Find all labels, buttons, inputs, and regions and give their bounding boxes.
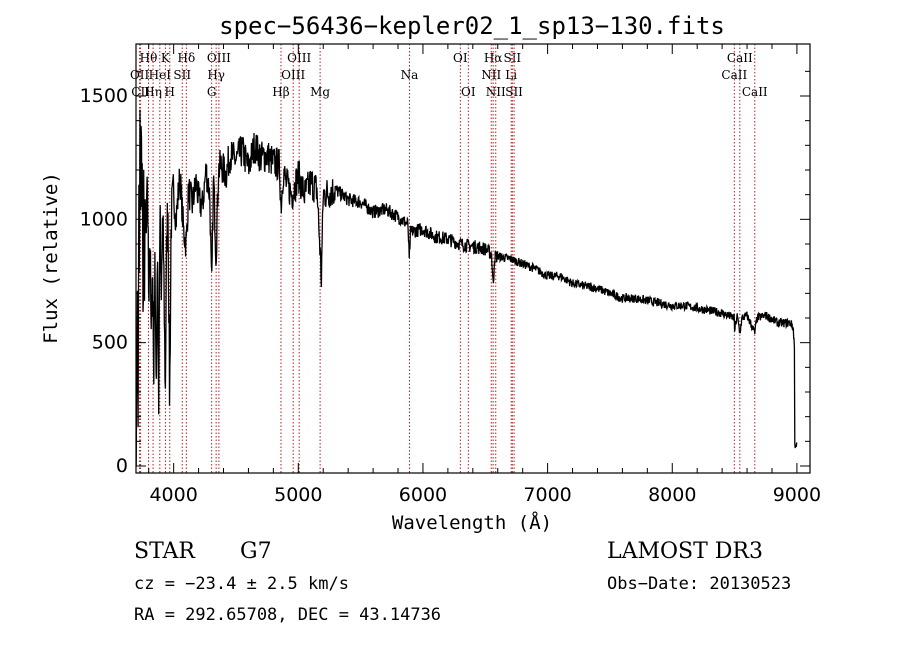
y-axis: 0 500 1000 1500 xyxy=(80,70,810,477)
x-axis: 4000 5000 6000 7000 8000 9000 xyxy=(148,44,821,506)
plot-frame xyxy=(135,43,811,474)
y-tick-label: 1500 xyxy=(80,85,128,107)
line-marker-label: NII xyxy=(486,85,506,99)
object-subclass: G7 xyxy=(240,539,272,564)
line-marker-label: H xyxy=(165,85,175,99)
line-marker-label: OI xyxy=(453,51,468,65)
line-marker-label: OIII xyxy=(281,68,305,82)
coordinates: RA = 292.65708, DEC = 43.14736 xyxy=(134,605,441,625)
line-marker-label: K xyxy=(161,51,171,65)
redshift-info: cz = −23.4 ± 2.5 km/s xyxy=(134,574,349,594)
x-tick-label: 8000 xyxy=(648,484,696,506)
line-marker-label: Mg xyxy=(310,85,330,99)
line-marker-label: Hη xyxy=(144,85,162,99)
line-marker-label: SII xyxy=(173,68,191,82)
line-marker-label: Li xyxy=(505,68,517,82)
x-tick-label: 7000 xyxy=(523,484,571,506)
y-tick-label: 0 xyxy=(116,455,128,477)
line-marker-label: Hα xyxy=(484,51,503,65)
line-marker-label: Na xyxy=(401,68,419,82)
survey-name: LAMOST DR3 xyxy=(607,539,763,564)
line-marker-label: HeI xyxy=(149,68,172,82)
y-tick-label: 1000 xyxy=(80,208,128,230)
x-tick-label: 4000 xyxy=(149,484,197,506)
x-axis-label: Wavelength (Å) xyxy=(392,511,552,534)
line-marker-label: OI xyxy=(461,85,476,99)
chart-title: spec−56436−kepler02_1_sp13−130.fits xyxy=(219,12,725,40)
observation-date: Obs−Date: 20130523 xyxy=(607,574,791,594)
x-tick-label: 6000 xyxy=(399,484,447,506)
y-tick-label: 500 xyxy=(92,332,128,354)
line-marker-label: CaII xyxy=(742,85,768,99)
line-marker-label: SII xyxy=(503,51,521,65)
y-axis-label: Flux (relative) xyxy=(40,172,62,344)
line-marker-label: CaII xyxy=(727,51,753,65)
line-marker-label: G xyxy=(207,85,217,99)
x-tick-label: 5000 xyxy=(274,484,322,506)
line-marker-label: Hθ xyxy=(140,51,158,65)
line-marker-label: Hγ xyxy=(207,68,225,82)
line-marker-label: Hδ xyxy=(178,51,196,65)
line-marker-label: OIII xyxy=(207,51,231,65)
spectrum-line xyxy=(135,109,798,467)
object-class: STAR xyxy=(134,539,196,564)
line-marker-label: OIII xyxy=(287,51,311,65)
line-marker-label: Hβ xyxy=(272,85,289,99)
line-marker-label: OII xyxy=(130,68,150,82)
line-marker-label: SII xyxy=(505,85,523,99)
line-marker-label: CaII xyxy=(721,68,747,82)
x-tick-label: 9000 xyxy=(773,484,821,506)
line-marker-label: NII xyxy=(481,68,501,82)
